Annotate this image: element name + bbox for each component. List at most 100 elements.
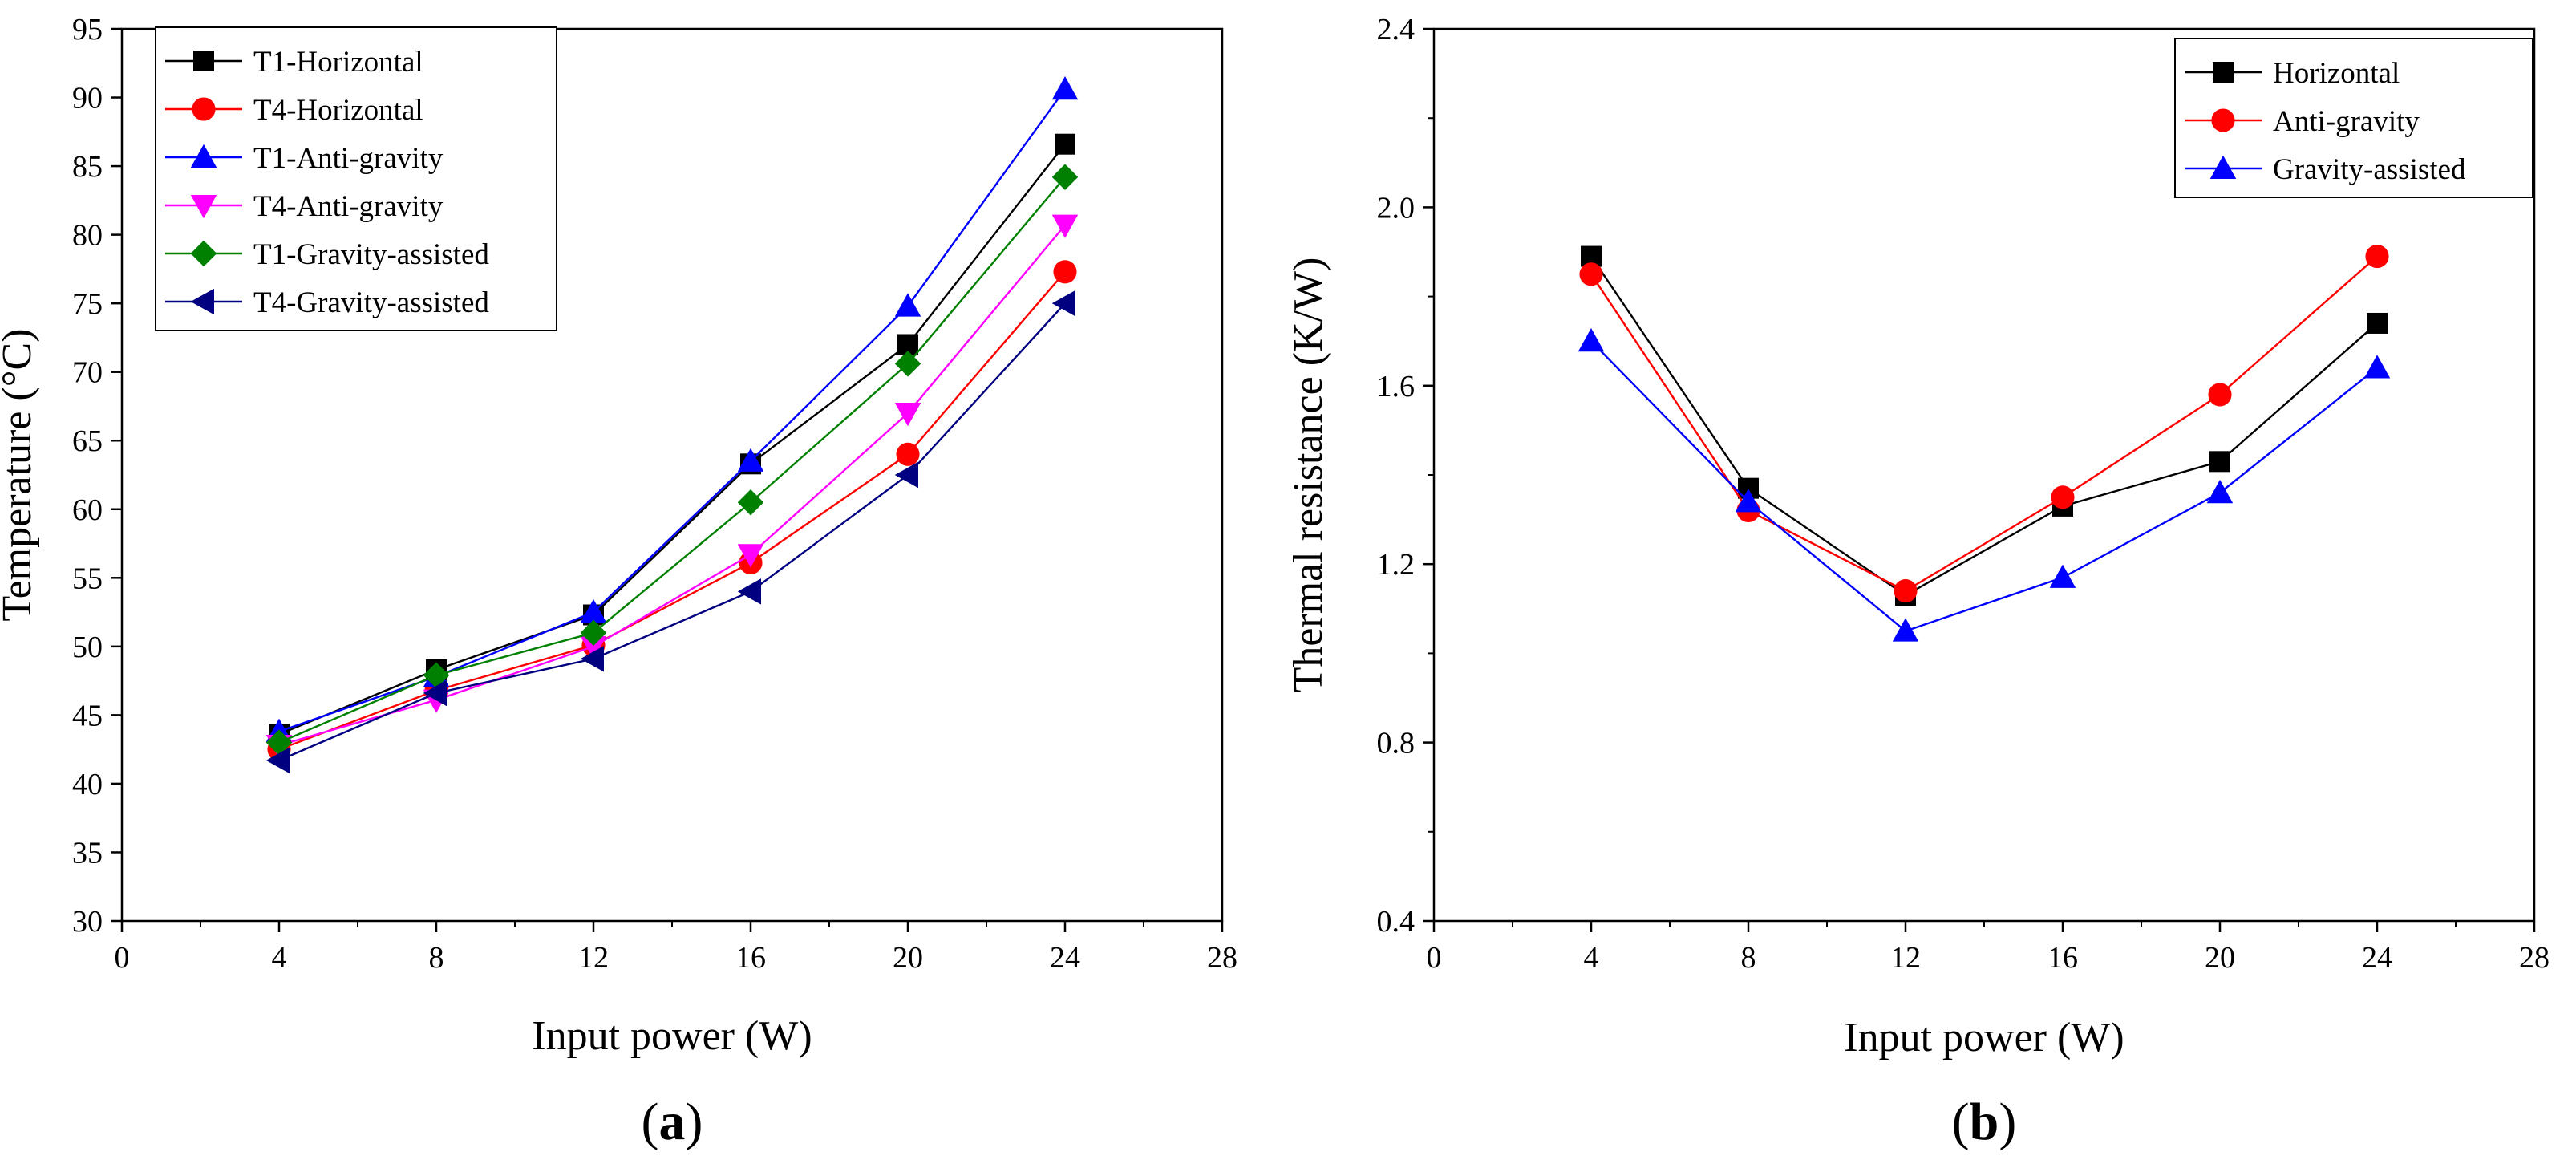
- series-t1-gravity-assisted: [265, 164, 1079, 756]
- data-point: [265, 729, 293, 756]
- data-point: [894, 293, 921, 317]
- chart-panel-b: 0 4 8 12 16 20 24 28 0.4 0.8 1.2 1.6 2.0 2.4 Input pow…: [1286, 13, 2550, 1151]
- series-t4-gravity-assisted: [265, 290, 1075, 774]
- y-tick-label: 1.2: [1377, 548, 1416, 582]
- x-tick-label: 16: [735, 941, 766, 975]
- x-tick-label: 28: [1207, 941, 1237, 975]
- data-point: [580, 619, 607, 646]
- y-tick-label: 85: [72, 150, 103, 184]
- data-point: [423, 662, 450, 689]
- legend-box: [155, 26, 557, 331]
- data-point: [1055, 133, 1075, 155]
- y-tick-label: 80: [72, 219, 103, 253]
- data-point: [2208, 383, 2232, 407]
- legend-marker: [190, 195, 217, 219]
- series-line: [278, 302, 1066, 761]
- data-point: [2049, 564, 2076, 588]
- x-tick-label: 0: [115, 941, 130, 975]
- legend-label: Horizontal: [2273, 57, 2400, 90]
- x-tick-label: 24: [2362, 941, 2392, 975]
- data-point: [2206, 479, 2234, 504]
- y-axis-title: Thermal resistance (K/W): [1286, 258, 1331, 693]
- data-point: [2365, 245, 2389, 269]
- data-point: [894, 351, 921, 377]
- legend: T1-Horizontal T4-Horizontal T1-Anti-gravit…: [155, 26, 557, 331]
- x-axis-title: Input power (W): [532, 1013, 812, 1059]
- x-tick-label: 20: [893, 941, 923, 975]
- data-point: [580, 598, 607, 623]
- x-tick-label: 4: [272, 941, 287, 975]
- y-tick-label: 0.8: [1377, 727, 1416, 760]
- legend-label: T1-Horizontal: [253, 46, 423, 79]
- series-anti-gravity: [1579, 245, 2389, 603]
- y-tick-label: 2.4: [1377, 13, 1416, 47]
- x-tick-label: 24: [1050, 941, 1080, 975]
- legend-marker: [2213, 62, 2234, 83]
- y-tick-label: 55: [72, 562, 103, 595]
- data-point: [580, 645, 604, 672]
- y-tick-label: 40: [72, 768, 103, 801]
- x-tick-label: 8: [1741, 941, 1756, 975]
- y-tick-label: 1.6: [1377, 370, 1416, 404]
- series-line: [278, 143, 1066, 736]
- data-point: [1051, 214, 1079, 238]
- data-point: [265, 747, 290, 774]
- data-point: [423, 679, 447, 707]
- y-tick-label: 65: [72, 424, 103, 458]
- series-line: [278, 224, 1066, 747]
- data-point: [1051, 164, 1079, 191]
- series-line: [1590, 255, 2378, 597]
- data-point: [580, 635, 607, 660]
- x-tick-label: 0: [1427, 941, 1442, 975]
- data-point: [2363, 355, 2391, 379]
- panel-label: (a): [642, 1093, 703, 1151]
- data-point: [1579, 262, 1603, 286]
- x-tick-label: 28: [2519, 941, 2550, 975]
- legend-marker: [192, 97, 216, 121]
- panel-label: (b): [1952, 1093, 2017, 1151]
- data-point: [1735, 489, 1762, 513]
- data-point: [737, 448, 764, 472]
- legend: Horizontal Anti-gravity Gravity-assisted: [2174, 38, 2533, 198]
- x-axis-title: Input power (W): [1844, 1015, 2124, 1061]
- legend-label: T4-Horizontal: [253, 94, 423, 127]
- y-axis-title: Temperature (°C): [0, 328, 40, 621]
- y-tick-label: 45: [72, 699, 103, 732]
- x-tick-label: 4: [1584, 941, 1599, 975]
- data-point: [1892, 618, 1919, 642]
- x-tick-label: 8: [429, 941, 444, 975]
- legend-marker: [190, 240, 217, 267]
- y-tick-label: 95: [72, 13, 103, 47]
- series-gravity-assisted: [1578, 327, 2391, 642]
- legend-label: Gravity-assisted: [2273, 153, 2466, 186]
- y-tick-label: 75: [72, 287, 103, 321]
- legend-label: Anti-gravity: [2273, 105, 2420, 138]
- legend-label: T4-Anti-gravity: [253, 190, 444, 223]
- legend-label: T1-Anti-gravity: [253, 142, 444, 175]
- legend-marker: [190, 144, 217, 168]
- data-point: [1894, 579, 1918, 603]
- y-tick-label: 35: [72, 836, 103, 870]
- x-tick-label: 12: [1890, 941, 1921, 975]
- data-point: [737, 544, 764, 568]
- data-point: [1578, 327, 1605, 352]
- x-tick-label: 20: [2205, 941, 2235, 975]
- data-point: [2367, 312, 2388, 334]
- legend-marker: [193, 51, 214, 71]
- chart-panel-a: 0 4 8 12 16 20 24 28 30 35 40 45 50 55 60 65 70 75 80 85 90 9…: [0, 13, 1237, 1151]
- series-t4-horizontal: [267, 260, 1077, 761]
- data-point: [737, 489, 764, 516]
- y-tick-label: 70: [72, 356, 103, 390]
- x-tick-label: 16: [2047, 941, 2078, 975]
- legend-box: [2174, 38, 2533, 198]
- data-point: [2051, 485, 2075, 509]
- series-line: [278, 176, 1066, 744]
- y-tick-label: 90: [72, 82, 103, 116]
- data-point: [896, 442, 920, 466]
- y-tick-label: 50: [72, 631, 103, 664]
- series-line: [278, 271, 1066, 751]
- series-line: [1590, 255, 2378, 592]
- legend-marker: [190, 288, 214, 315]
- data-point: [1051, 76, 1079, 100]
